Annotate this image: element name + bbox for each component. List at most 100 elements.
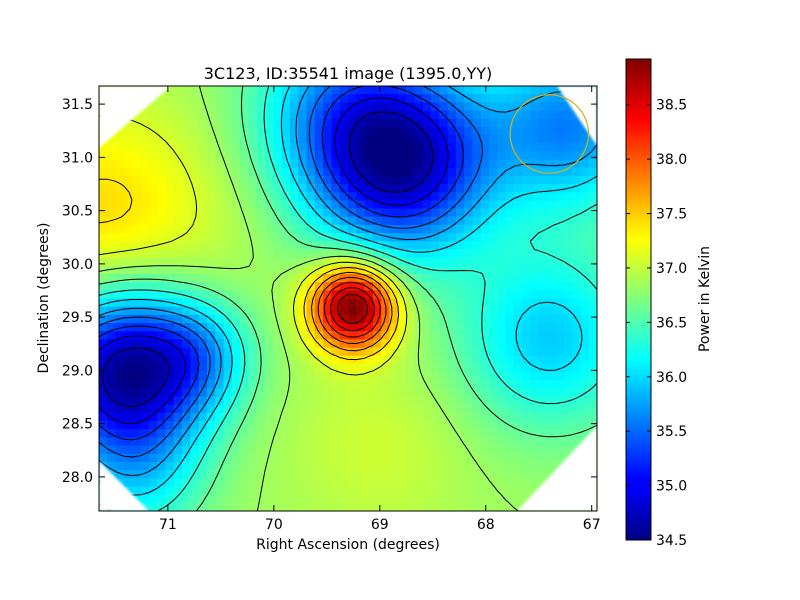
heatmap-cell bbox=[314, 216, 324, 226]
heatmap-cell bbox=[447, 380, 457, 389]
heatmap-cell bbox=[348, 323, 357, 332]
heatmap-cell bbox=[372, 445, 382, 455]
heatmap-cell bbox=[165, 265, 175, 275]
heatmap-cell bbox=[123, 159, 133, 169]
heatmap-cell bbox=[289, 339, 299, 349]
heatmap-cell bbox=[215, 241, 225, 251]
heatmap-cell bbox=[563, 437, 573, 447]
heatmap-cell bbox=[480, 306, 490, 316]
heatmap-cell bbox=[190, 224, 200, 234]
heatmap-cell bbox=[173, 143, 183, 152]
heatmap-cell bbox=[107, 282, 117, 291]
heatmap-cell bbox=[348, 331, 357, 340]
heatmap-cell bbox=[306, 486, 316, 496]
heatmap-cell bbox=[165, 224, 175, 234]
heatmap-cell bbox=[464, 323, 474, 332]
heatmap-cell bbox=[522, 118, 532, 128]
heatmap-cell bbox=[480, 380, 490, 389]
heatmap-cell bbox=[356, 461, 366, 471]
heatmap-cell bbox=[464, 118, 474, 128]
heatmap-cell bbox=[190, 380, 200, 389]
heatmap-cell bbox=[348, 363, 357, 373]
heatmap-cell bbox=[397, 151, 407, 161]
heatmap-cell bbox=[265, 102, 274, 112]
heatmap-cell bbox=[231, 265, 241, 275]
heatmap-cell bbox=[406, 159, 415, 169]
heatmap-cell bbox=[397, 323, 407, 332]
heatmap-cell bbox=[580, 290, 590, 300]
heatmap-cell bbox=[414, 461, 424, 471]
heatmap-cell bbox=[173, 421, 183, 430]
heatmap-cell bbox=[364, 453, 374, 463]
heatmap-cell bbox=[157, 216, 166, 226]
heatmap-cell bbox=[215, 445, 225, 455]
heatmap-cell bbox=[215, 208, 225, 218]
contour-line bbox=[329, 287, 375, 332]
heatmap-cell bbox=[273, 135, 283, 144]
heatmap-cell bbox=[215, 86, 225, 95]
heatmap-cell bbox=[165, 388, 175, 398]
heatmap-cell bbox=[414, 184, 424, 193]
heatmap-cell bbox=[397, 421, 407, 430]
heatmap-cell bbox=[348, 396, 357, 406]
heatmap-cell bbox=[588, 265, 597, 275]
heatmap-cell bbox=[298, 437, 308, 447]
heatmap-cell bbox=[431, 216, 440, 226]
heatmap-cell bbox=[572, 118, 581, 128]
heatmap-cell bbox=[364, 159, 374, 169]
heatmap-cell bbox=[489, 453, 498, 463]
heatmap-cell bbox=[273, 102, 283, 112]
heatmap-cell bbox=[206, 110, 216, 120]
heatmap-cell bbox=[397, 208, 407, 218]
heatmap-cell bbox=[206, 429, 216, 439]
heatmap-cell bbox=[547, 184, 557, 193]
heatmap-cell bbox=[397, 380, 407, 389]
heatmap-cell bbox=[123, 453, 133, 463]
heatmap-cell bbox=[497, 94, 507, 103]
heatmap-cell bbox=[173, 216, 183, 226]
heatmap-cell bbox=[140, 151, 150, 161]
heatmap-cell bbox=[356, 208, 366, 218]
heatmap-cell bbox=[215, 502, 225, 511]
heatmap-cell bbox=[256, 502, 266, 511]
heatmap-cell bbox=[240, 257, 249, 267]
heatmap-cell bbox=[588, 216, 597, 226]
heatmap-cell bbox=[157, 306, 166, 316]
heatmap-cell bbox=[339, 306, 349, 316]
heatmap-cell bbox=[289, 102, 299, 112]
heatmap-cell bbox=[572, 355, 581, 365]
heatmap-cell bbox=[455, 184, 465, 193]
heatmap-cell bbox=[265, 224, 274, 234]
heatmap-cell bbox=[148, 470, 158, 479]
colorbar: 34.535.035.536.036.537.037.538.038.5 Pow… bbox=[625, 58, 713, 549]
heatmap-cell bbox=[414, 323, 424, 332]
heatmap-cell bbox=[480, 159, 490, 169]
heatmap-cell bbox=[123, 175, 133, 185]
heatmap-cell bbox=[314, 404, 324, 414]
heatmap-cell bbox=[339, 126, 349, 136]
heatmap-cell bbox=[115, 470, 125, 479]
heatmap-cell bbox=[231, 126, 241, 136]
heatmap-cell bbox=[538, 323, 548, 332]
heatmap-cell bbox=[348, 143, 357, 152]
heatmap-cell bbox=[173, 388, 183, 398]
heatmap-cell bbox=[563, 192, 573, 202]
heatmap-cell bbox=[538, 429, 548, 439]
plot-area: 71 70 69 68 67 28.028.529.029.530.030.531.03… bbox=[62, 85, 601, 533]
heatmap-cell bbox=[323, 126, 332, 136]
heatmap-cell bbox=[480, 200, 490, 210]
heatmap-cell bbox=[206, 167, 216, 177]
heatmap-cell bbox=[148, 486, 158, 496]
heatmap-cell bbox=[356, 453, 366, 463]
heatmap-cell bbox=[588, 298, 597, 308]
heatmap-cell bbox=[231, 175, 241, 185]
heatmap-cell bbox=[273, 257, 283, 267]
heatmap-cell bbox=[422, 412, 432, 422]
heatmap-cell bbox=[406, 429, 415, 439]
heatmap-cell bbox=[464, 200, 474, 210]
heatmap-cell bbox=[331, 216, 341, 226]
heatmap-cell bbox=[339, 314, 349, 324]
heatmap-cell bbox=[530, 282, 540, 291]
heatmap-cell bbox=[107, 143, 117, 152]
heatmap-cell bbox=[530, 126, 540, 136]
